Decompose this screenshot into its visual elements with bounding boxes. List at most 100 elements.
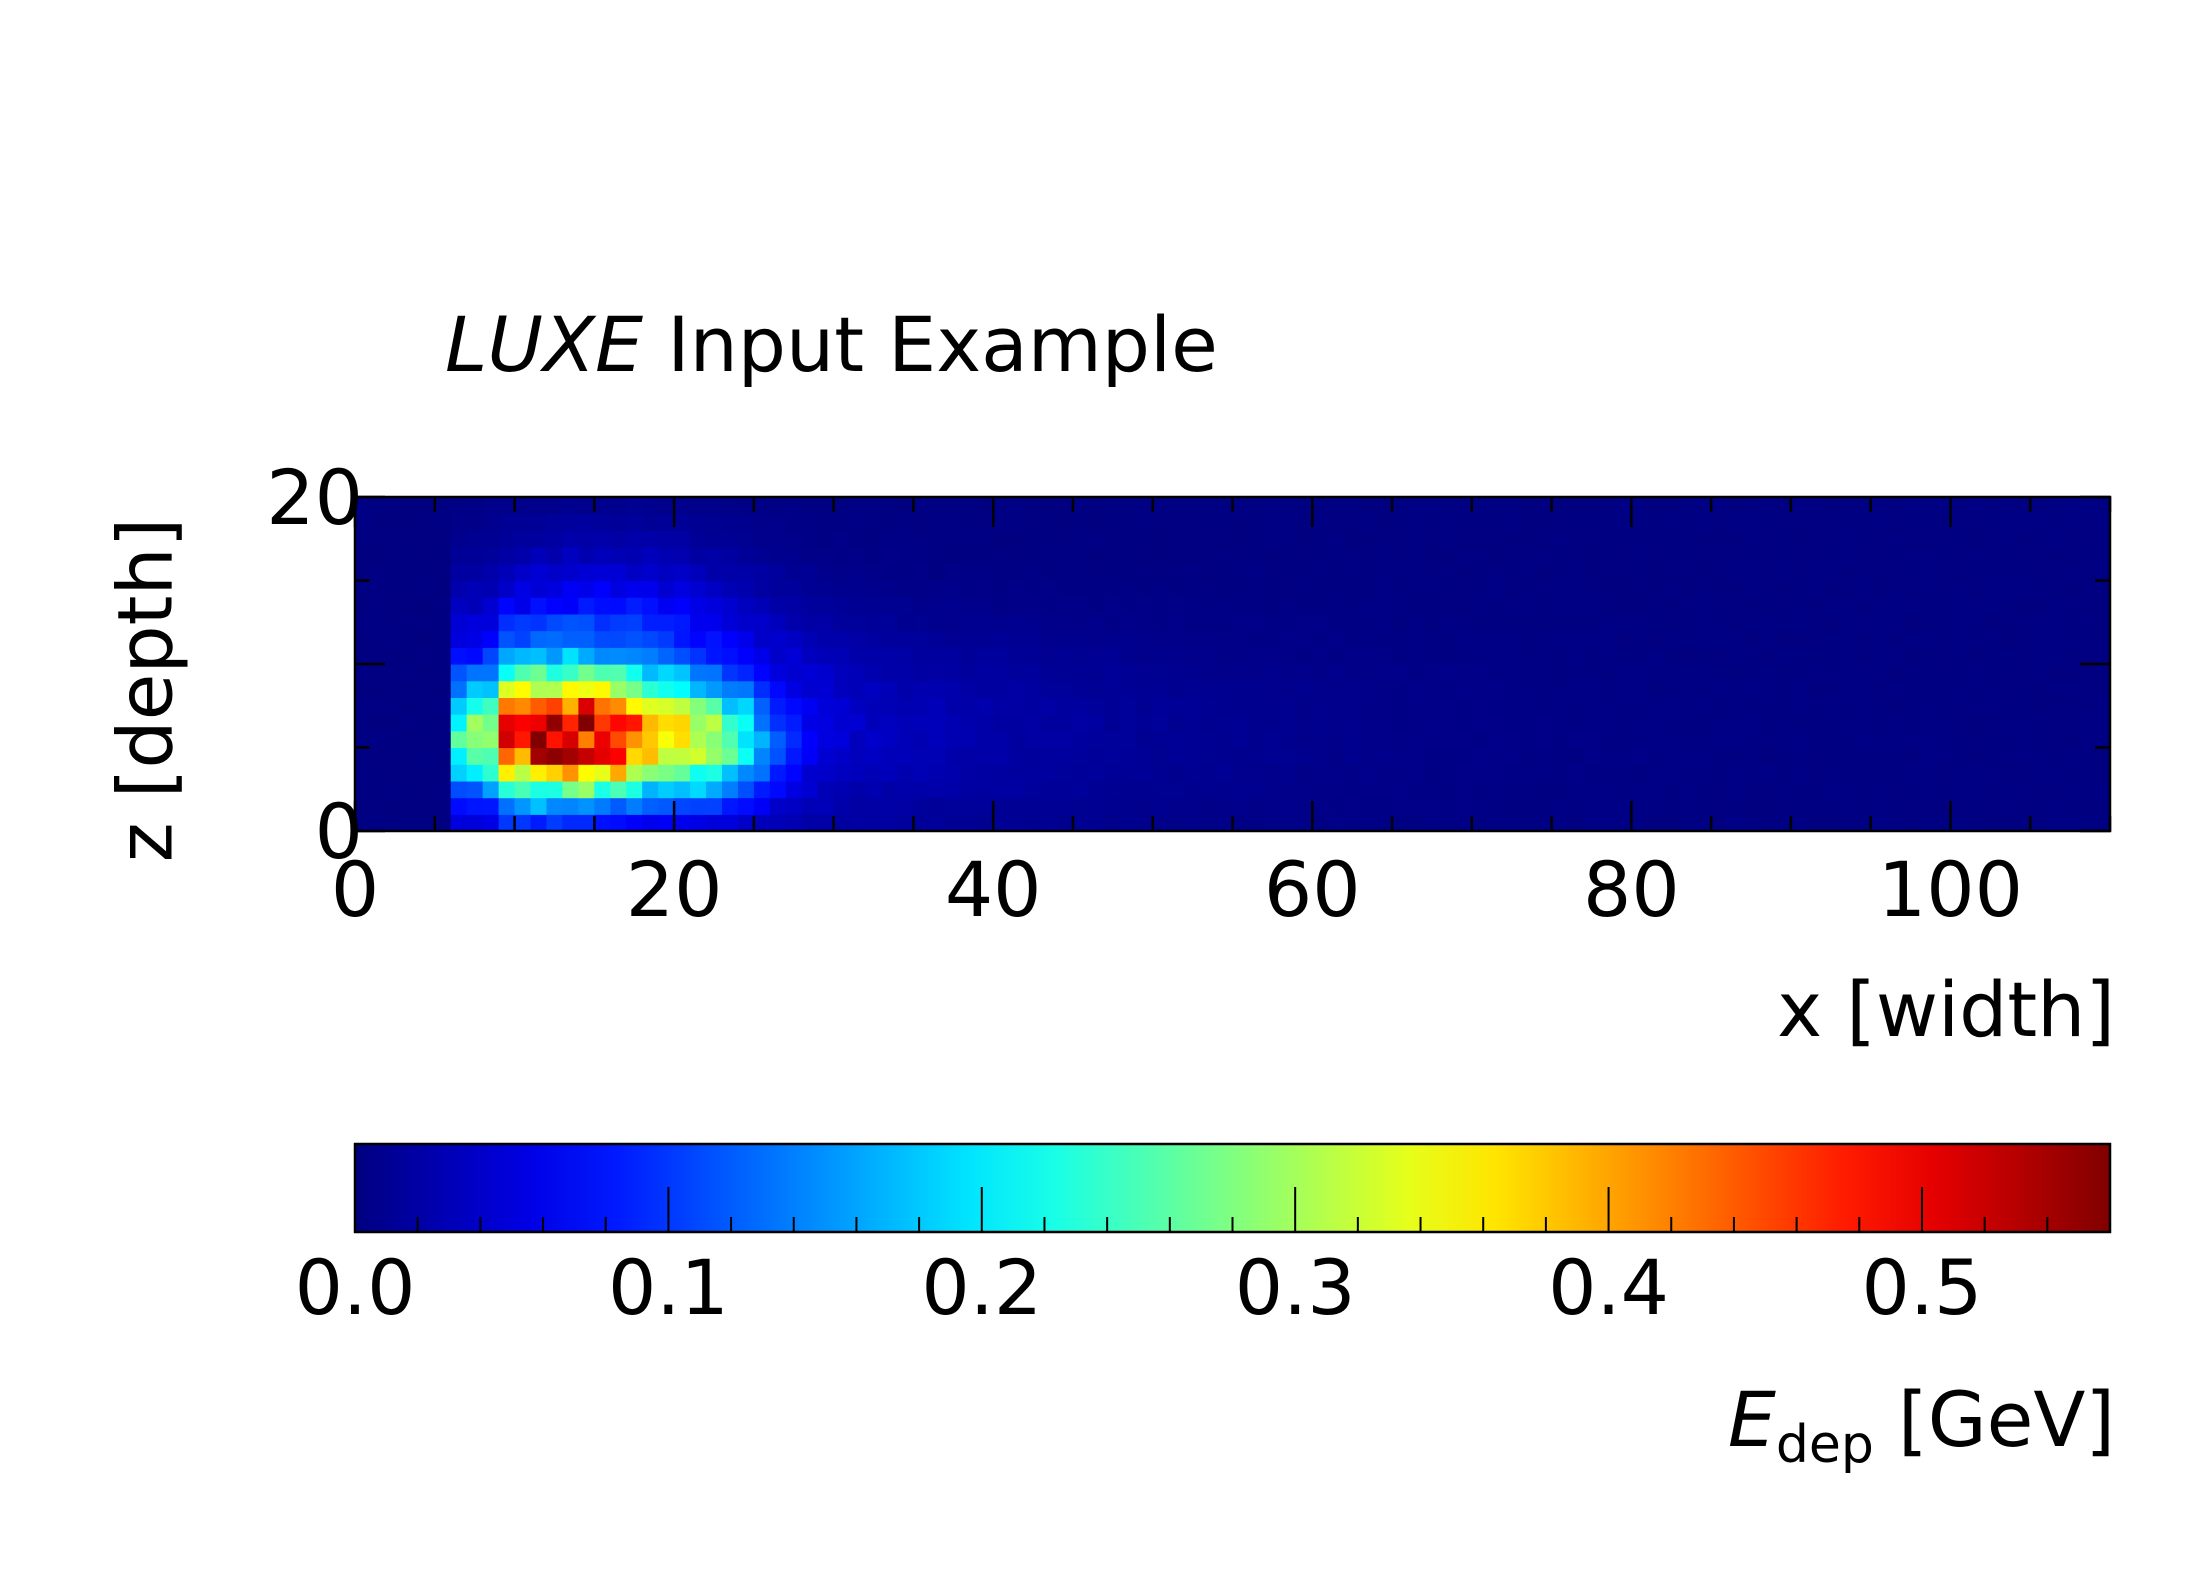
heatmap-cell [1519,647,1537,665]
heatmap-cell [578,647,595,665]
heatmap-cell [1423,630,1441,648]
heatmap-cell [721,664,739,682]
heatmap-cell [1503,497,1521,515]
heatmap-cell [993,780,1010,799]
heatmap-cell [2030,764,2047,782]
heatmap-cell [913,730,930,749]
heatmap-cell [1312,530,1329,548]
heatmap-cell [897,530,914,548]
heatmap-cell [1455,714,1473,732]
heatmap-cell [1503,513,1521,531]
heatmap-cell [1088,697,1106,715]
heatmap-cell [626,680,643,698]
heatmap-cell [1232,547,1250,565]
heatmap-cell [1631,563,1648,582]
heatmap-cell [1790,747,1808,765]
heatmap-cell [881,664,899,682]
heatmap-cell [1822,714,1840,732]
heatmap-cell [1471,764,1489,782]
heatmap-cell [1599,714,1616,732]
heatmap-cell [1695,730,1712,749]
heatmap-cell [1774,580,1792,598]
heatmap-cell [833,513,851,531]
heatmap-cell [1455,764,1473,782]
heatmap-cell [1870,664,1888,682]
heatmap-cell [1599,697,1616,715]
heatmap-cell [1870,764,1888,782]
heatmap-cell [610,563,627,582]
heatmap-cell [1711,630,1728,648]
heatmap-cell [1423,764,1441,782]
heatmap-cell [1471,547,1489,565]
heatmap-cell [1041,814,1058,832]
heatmap-cell [1168,513,1186,531]
y-tick-label: 20 [266,453,363,542]
heatmap-cell [865,530,883,548]
heatmap-cell [1966,814,1983,832]
heatmap-cell [658,664,675,682]
heatmap-cell [1503,797,1521,815]
heatmap-cell [562,680,579,698]
heatmap-cell [1025,764,1042,782]
heatmap-cell [1551,747,1569,765]
heatmap-cell [530,513,548,531]
heatmap-cell [929,597,946,615]
heatmap-cell [594,680,611,698]
heatmap-cell [1280,630,1297,648]
heatmap-cell [1583,680,1601,698]
heatmap-cell [737,780,755,799]
heatmap-cell [1200,613,1218,632]
heatmap-cell [1966,780,1983,799]
heatmap-cell [1408,714,1425,732]
heatmap-cell [753,697,771,715]
heatmap-cell [434,747,452,765]
heatmap-cell [594,530,611,548]
heatmap-cell [1679,497,1696,515]
heatmap-cell [1104,547,1122,565]
heatmap-cell [1727,647,1744,665]
heatmap-cell [1631,580,1648,598]
heatmap-cell [1774,730,1792,749]
heatmap-cell [1599,780,1616,799]
heatmap-cell [450,613,468,632]
colorbar-tick-label: 0.2 [921,1243,1042,1332]
heatmap-cell [785,714,803,732]
heatmap-cell [1248,764,1265,782]
heatmap-cell [801,680,819,698]
heatmap-cell [1631,497,1648,515]
heatmap-cell [1439,797,1457,815]
heatmap-cell [737,680,755,698]
heatmap-cell [1280,764,1297,782]
heatmap-cell [913,613,930,632]
heatmap-cell [977,563,994,582]
heatmap-cell [1471,797,1489,815]
heatmap-cell [1136,613,1154,632]
heatmap-cell [1599,764,1616,782]
heatmap-cell [1072,630,1090,648]
heatmap-cell [1392,497,1409,515]
heatmap-cell [434,513,452,531]
heatmap-cell [546,497,563,515]
heatmap-cell [1870,513,1888,531]
heatmap-cell [1982,547,1999,565]
heatmap-cell [961,714,978,732]
heatmap-cell [626,797,643,815]
heatmap-cell [482,814,500,832]
heatmap-cell [929,547,946,565]
heatmap-cell [594,613,611,632]
heatmap-cell [993,547,1010,565]
heatmap-cell [1822,497,1840,515]
heatmap-cell [913,597,930,615]
heatmap-cell [737,764,755,782]
heatmap-cell [1679,764,1696,782]
heatmap-cell [1535,647,1553,665]
heatmap-cell [865,714,883,732]
heatmap-cell [2030,630,2047,648]
heatmap-cell [2046,814,2063,832]
heatmap-cell [1966,630,1983,648]
heatmap-cell [1439,747,1457,765]
heatmap-cell [1838,780,1856,799]
heatmap-cell [1264,513,1281,531]
heatmap-cell [418,563,436,582]
heatmap-cell [1838,630,1856,648]
